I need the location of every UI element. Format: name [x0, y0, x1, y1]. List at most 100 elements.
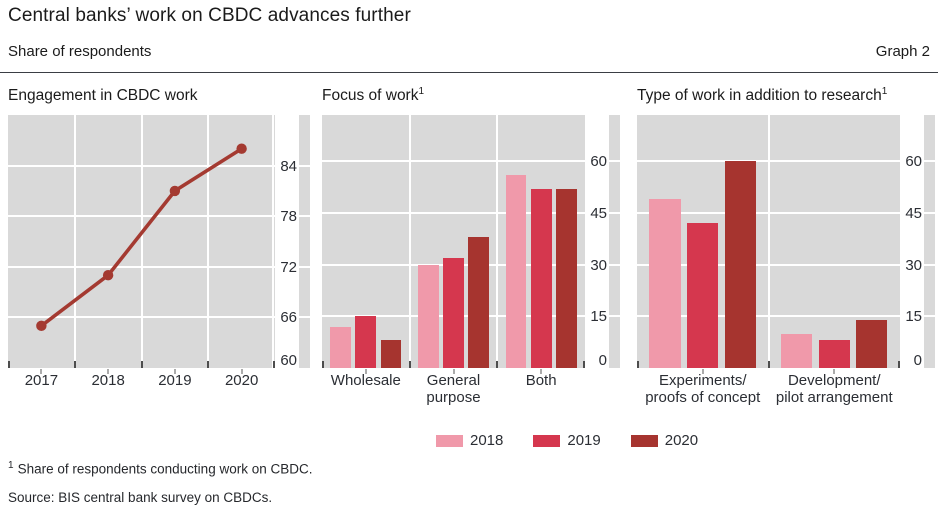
- bar-2018: [505, 175, 527, 368]
- x-axis-labels: Experiments/ proofs of concept Developmen…: [637, 372, 900, 406]
- y-axis-tick-label: 60: [280, 352, 297, 369]
- bar-2020: [555, 189, 577, 368]
- y-axis-tick-label: 45: [905, 205, 922, 223]
- axis-minor-tick: [701, 369, 704, 374]
- trend-line: [36, 143, 247, 332]
- y-axis-tick-label: 30: [905, 256, 922, 274]
- x-axis-tick-label: General purpose: [426, 372, 481, 406]
- x-axis-tick-label: Experiments/ proofs of concept: [645, 372, 761, 406]
- gridline: [496, 115, 499, 368]
- axis-tick: [140, 361, 143, 368]
- engagement-line-chart: 60 66 72 78 84: [8, 115, 310, 374]
- axis-tick: [273, 361, 275, 368]
- axis-tick: [8, 361, 10, 368]
- legend-swatch-2020: [630, 434, 658, 447]
- legend-item-2020: 2020: [630, 432, 699, 449]
- panel-title: Type of work in addition to research1: [637, 86, 887, 105]
- y-axis-tick-label: 66: [280, 309, 297, 327]
- axis-tick: [767, 361, 770, 368]
- gridline: [637, 160, 935, 163]
- x-axis-tick-label: 2019: [158, 372, 192, 389]
- gridline: [637, 263, 935, 266]
- footnote: 1 Share of respondents conducting work on…: [8, 460, 312, 477]
- axis-tick: [73, 361, 76, 368]
- panel-title-text: Type of work in addition to research: [637, 87, 882, 105]
- bar-2019: [687, 223, 719, 368]
- legend-label: 2018: [470, 432, 504, 449]
- gridline: [408, 115, 411, 368]
- y-axis-label-strip: [585, 115, 609, 368]
- axis-tick: [583, 361, 585, 368]
- y-axis-label-strip: [275, 115, 299, 368]
- x-axis-labels: 2017 2018 2019 2020: [8, 372, 275, 389]
- bar-2018: [417, 264, 439, 368]
- y-axis-tick-label: 30: [590, 256, 607, 274]
- gridline: [8, 215, 310, 218]
- legend: 2018 2019 2020: [436, 432, 698, 449]
- bar-2019: [530, 189, 552, 368]
- legend-label: 2019: [567, 432, 601, 449]
- bar-2019: [818, 340, 850, 368]
- panel-type-of-work: Type of work in addition to research1 0 1…: [637, 86, 935, 412]
- footnote-marker: 1: [8, 460, 14, 471]
- gridline: [140, 115, 143, 368]
- gridline: [73, 115, 76, 368]
- gridline: [272, 115, 274, 368]
- panel-title-text: Focus of work: [322, 87, 419, 105]
- axis-tick: [898, 361, 900, 368]
- gridline: [322, 160, 620, 163]
- type-of-work-bar-chart: 0 15 30 45 60: [637, 115, 935, 374]
- graph-number-label: Graph 2: [875, 43, 930, 60]
- axis-tick: [207, 361, 210, 368]
- x-axis-tick-label: Wholesale: [330, 372, 401, 389]
- gridline: [322, 212, 620, 215]
- x-axis-tick-label: 2017: [24, 372, 59, 389]
- axis-tick: [496, 361, 499, 368]
- gridline: [637, 315, 935, 318]
- panel-title: Focus of work1: [322, 86, 424, 105]
- legend-item-2018: 2018: [436, 432, 503, 449]
- gridline: [637, 212, 935, 215]
- gridline: [8, 316, 310, 319]
- y-axis-tick-label: 78: [280, 208, 297, 226]
- axis-minor-tick: [833, 369, 836, 374]
- x-axis-tick-label: Both: [525, 372, 557, 389]
- x-axis-tick-label: 2018: [91, 372, 125, 389]
- bar-2020: [468, 237, 489, 368]
- x-axis-labels: Wholesale General purpose Both: [322, 372, 585, 406]
- axis-tick: [322, 361, 324, 368]
- y-axis-tick-label: 15: [590, 308, 607, 326]
- legend-item-2019: 2019: [533, 432, 601, 449]
- panel-focus-of-work: Focus of work1 0 15 30 45 60 Wholesale Genera…: [322, 86, 620, 412]
- axis-minor-tick: [40, 369, 43, 374]
- gridline: [767, 115, 770, 368]
- focus-of-work-bar-chart: 0 15 30 45 60: [322, 115, 620, 374]
- axis-tick: [637, 361, 639, 368]
- figure-subtitle: Share of respondents: [8, 43, 152, 60]
- data-point: [102, 270, 114, 281]
- legend-swatch-2019: [533, 434, 561, 447]
- axis-minor-tick: [452, 369, 455, 374]
- footnote-marker: 1: [418, 86, 425, 97]
- bar-2019: [443, 257, 464, 368]
- y-axis-tick-label: 84: [280, 157, 297, 175]
- bar-2018: [330, 326, 352, 368]
- y-axis-tick-label: 60: [905, 153, 922, 171]
- x-axis-tick-label: Development/ pilot arrangement: [775, 372, 893, 406]
- axis-minor-tick: [540, 369, 543, 374]
- bar-2018: [780, 333, 813, 368]
- data-point: [36, 320, 47, 332]
- axis-minor-tick: [107, 369, 110, 374]
- data-point: [169, 185, 181, 197]
- y-axis-tick-label: 60: [590, 153, 607, 171]
- figure-title: Central banks’ work on CBDC advances fur…: [8, 5, 411, 26]
- footnote-marker: 1: [881, 86, 888, 97]
- gridline: [8, 265, 310, 268]
- bar-2018: [649, 199, 681, 368]
- panel-title-text: Engagement in CBDC work: [8, 87, 198, 105]
- y-axis-label-strip: [900, 115, 924, 368]
- bar-2019: [355, 316, 377, 368]
- legend-label: 2020: [664, 432, 699, 449]
- header-divider: [0, 72, 938, 73]
